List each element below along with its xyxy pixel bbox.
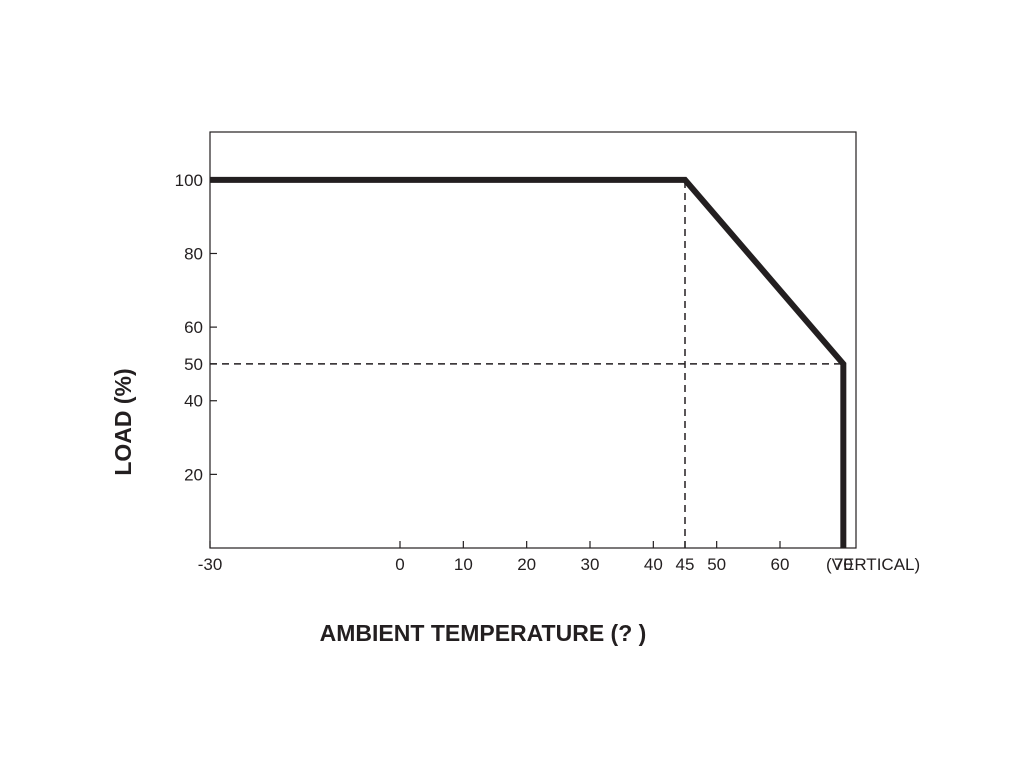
y-tick-label: 100 xyxy=(175,171,203,190)
x-tick-label: 10 xyxy=(454,555,473,574)
derating-curve xyxy=(210,176,847,548)
x-tick-label: 60 xyxy=(771,555,790,574)
plot-area: -30 0 10 20 30 40 45 50 60 70 20 40 50 60 80 100 xyxy=(175,131,857,574)
y-tick-label: 40 xyxy=(184,392,203,411)
x-tick-label: 45 xyxy=(676,555,695,574)
x-axis-orientation-note: (VERTICAL) xyxy=(826,555,920,574)
plot-frame xyxy=(209,131,857,549)
x-tick-label: 20 xyxy=(517,555,536,574)
y-tick-label: 80 xyxy=(184,244,203,263)
x-tick-label: 0 xyxy=(395,555,404,574)
y-axis-title: LOAD (%) xyxy=(110,368,136,475)
x-tick-label: 70 xyxy=(834,555,853,574)
x-tick-label: 50 xyxy=(707,555,726,574)
x-tick-label: -30 xyxy=(198,555,223,574)
x-axis-title: AMBIENT TEMPERATURE (? ) xyxy=(320,620,647,646)
x-tick-label: 30 xyxy=(581,555,600,574)
y-tick-label: 50 xyxy=(184,355,203,374)
x-tick-label: 40 xyxy=(644,555,663,574)
y-tick-label: 20 xyxy=(184,465,203,484)
y-tick-label: 60 xyxy=(184,318,203,337)
